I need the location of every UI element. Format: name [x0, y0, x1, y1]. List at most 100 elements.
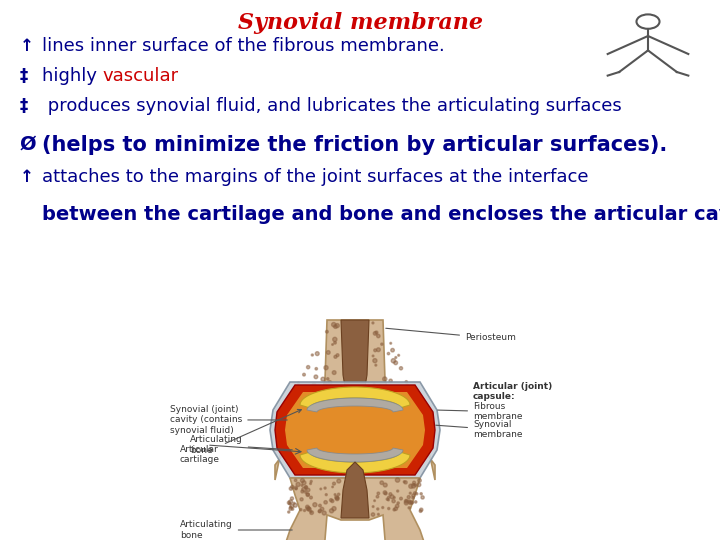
Circle shape: [312, 404, 317, 408]
Circle shape: [386, 407, 388, 408]
Circle shape: [319, 402, 323, 406]
Circle shape: [337, 479, 341, 483]
Circle shape: [386, 498, 388, 500]
Circle shape: [395, 356, 397, 359]
Text: Articulating
bone: Articulating bone: [190, 435, 292, 455]
Circle shape: [407, 411, 410, 415]
Circle shape: [310, 481, 312, 482]
Circle shape: [404, 481, 408, 484]
Text: ‡: ‡: [20, 68, 28, 85]
Circle shape: [327, 377, 329, 380]
Circle shape: [306, 493, 310, 496]
Circle shape: [290, 497, 294, 500]
Circle shape: [390, 342, 392, 344]
Circle shape: [383, 483, 387, 487]
Circle shape: [373, 332, 377, 335]
Circle shape: [313, 400, 316, 403]
Circle shape: [332, 343, 333, 346]
Circle shape: [333, 325, 337, 328]
Circle shape: [312, 407, 314, 409]
Circle shape: [391, 348, 395, 352]
Text: between the cartilage and bone and encloses the articular cavity.: between the cartilage and bone and enclo…: [42, 205, 720, 224]
Circle shape: [320, 410, 323, 413]
Circle shape: [336, 323, 339, 328]
Circle shape: [377, 334, 380, 338]
Circle shape: [301, 407, 304, 410]
Circle shape: [332, 507, 336, 511]
Circle shape: [320, 507, 324, 511]
Circle shape: [380, 481, 384, 484]
Circle shape: [400, 497, 402, 500]
Circle shape: [338, 493, 340, 496]
Circle shape: [302, 481, 306, 485]
Circle shape: [336, 497, 339, 501]
Circle shape: [373, 359, 377, 363]
Polygon shape: [341, 320, 369, 420]
Polygon shape: [285, 392, 425, 468]
Circle shape: [408, 500, 411, 503]
Circle shape: [413, 492, 416, 494]
Circle shape: [374, 383, 375, 385]
Circle shape: [301, 490, 304, 493]
Circle shape: [324, 383, 328, 387]
Circle shape: [320, 488, 322, 490]
Circle shape: [318, 509, 322, 512]
Circle shape: [305, 485, 307, 489]
Circle shape: [336, 354, 339, 356]
Circle shape: [328, 381, 332, 384]
Polygon shape: [341, 462, 369, 518]
Circle shape: [400, 388, 402, 391]
Circle shape: [387, 508, 390, 510]
Circle shape: [383, 491, 387, 494]
Circle shape: [289, 500, 292, 504]
Circle shape: [418, 478, 421, 482]
Circle shape: [372, 513, 374, 516]
Circle shape: [409, 484, 413, 488]
Circle shape: [312, 503, 317, 507]
Circle shape: [372, 322, 374, 324]
Circle shape: [376, 495, 379, 498]
Circle shape: [393, 509, 395, 511]
Circle shape: [314, 375, 318, 379]
Circle shape: [311, 354, 313, 356]
Circle shape: [333, 387, 338, 390]
Circle shape: [296, 482, 300, 487]
Circle shape: [395, 393, 399, 396]
Circle shape: [307, 488, 310, 491]
Circle shape: [376, 396, 380, 401]
Circle shape: [389, 388, 390, 390]
Circle shape: [302, 373, 305, 376]
Circle shape: [381, 343, 383, 345]
Circle shape: [395, 478, 400, 482]
Text: Articular (joint)
capsule:: Articular (joint) capsule:: [473, 382, 552, 401]
Circle shape: [289, 507, 292, 510]
Circle shape: [334, 404, 337, 408]
Circle shape: [291, 485, 294, 489]
Circle shape: [325, 494, 328, 496]
Circle shape: [304, 385, 307, 388]
Circle shape: [413, 484, 415, 485]
Circle shape: [290, 504, 294, 508]
Circle shape: [293, 393, 296, 395]
Circle shape: [384, 492, 387, 495]
Text: Synovial (joint)
cavity (contains
synovial fluid): Synovial (joint) cavity (contains synovi…: [170, 405, 287, 435]
Polygon shape: [270, 382, 440, 478]
Circle shape: [377, 393, 380, 396]
Polygon shape: [285, 478, 425, 540]
Circle shape: [333, 482, 336, 485]
Circle shape: [377, 492, 379, 495]
Circle shape: [394, 507, 397, 510]
Circle shape: [335, 496, 338, 499]
Circle shape: [322, 511, 326, 515]
Circle shape: [330, 498, 333, 502]
Circle shape: [332, 486, 333, 488]
Circle shape: [332, 402, 335, 404]
Circle shape: [394, 361, 397, 365]
Circle shape: [289, 503, 291, 505]
Circle shape: [334, 494, 336, 496]
Circle shape: [372, 505, 374, 508]
Circle shape: [305, 491, 307, 494]
Circle shape: [326, 350, 330, 354]
Circle shape: [391, 359, 395, 363]
Circle shape: [379, 384, 382, 388]
